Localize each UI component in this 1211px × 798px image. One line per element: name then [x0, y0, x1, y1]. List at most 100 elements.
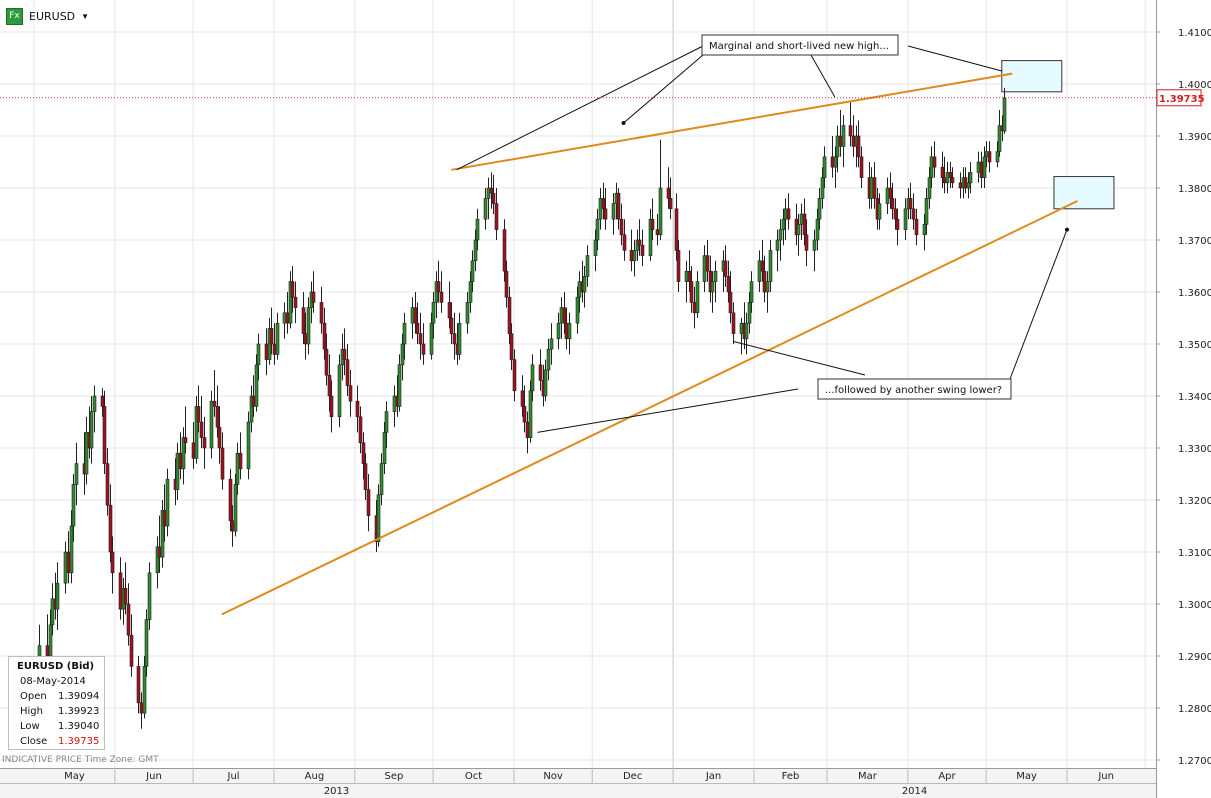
candle-body	[228, 478, 233, 522]
candle-body	[342, 348, 347, 360]
month-label: Dec	[623, 771, 642, 782]
candle-body	[66, 551, 71, 574]
y-tick-label: 1.40000	[1178, 80, 1211, 91]
candle-body	[525, 421, 530, 438]
candle-body	[650, 218, 655, 230]
candle-body	[129, 634, 134, 667]
candle-body	[929, 156, 934, 178]
candle-body	[966, 182, 971, 189]
fx-icon: Fx	[6, 7, 23, 25]
price-axis: 1.41000 1.40000 1.39000 1.38000 1.37000 1.360…	[1156, 0, 1211, 798]
candle-body	[429, 322, 434, 355]
candle-body	[689, 281, 694, 303]
candle-body	[489, 187, 494, 194]
candle-body	[269, 328, 274, 345]
axis-background	[1156, 0, 1211, 798]
candle-body	[817, 198, 822, 220]
candle-body	[549, 338, 554, 350]
candle-body	[139, 702, 144, 714]
candle-body	[108, 504, 113, 553]
candle-body	[50, 598, 55, 626]
candle-body	[538, 364, 543, 381]
month-label: Jun	[1097, 771, 1114, 782]
candle-body	[598, 198, 603, 220]
symbol-label[interactable]: EURUSD	[29, 9, 76, 23]
month-label: Feb	[782, 771, 800, 782]
close-label: Close	[20, 736, 48, 747]
candle-body	[815, 218, 820, 241]
candle-body	[987, 151, 992, 163]
ohlc-info-panel: EURUSD (Bid) 08-May-2014 Open 1.39094 Hi…	[8, 656, 105, 750]
candle-body	[676, 250, 681, 282]
y-tick-label: 1.28000	[1178, 704, 1211, 715]
candle-body	[616, 192, 621, 220]
candle-body	[306, 307, 311, 345]
y-tick-label: 1.29000	[1178, 652, 1211, 663]
candle-body	[421, 343, 426, 355]
y-tick-label: 1.33000	[1178, 444, 1211, 455]
info-date: 08-May-2014	[20, 676, 86, 687]
candle-body	[502, 229, 507, 272]
candle-body	[562, 307, 567, 324]
candle-body	[251, 395, 256, 407]
candle-body	[830, 156, 835, 168]
candle-body	[728, 291, 733, 314]
candle-body	[674, 208, 679, 251]
candle-body	[888, 187, 893, 199]
candle-body	[997, 125, 1002, 152]
candle-body	[995, 151, 1000, 163]
candle-body	[509, 333, 514, 360]
candle-body	[869, 177, 874, 199]
month-label: Jan	[705, 771, 721, 782]
annotations: Marginal and short-lived new high... ...f…	[456, 34, 1069, 433]
candle-body	[922, 224, 927, 236]
candle-body	[183, 437, 188, 444]
candlestick-series	[35, 88, 1007, 729]
candle-body	[418, 333, 423, 345]
candle-body	[731, 312, 736, 334]
chevron-down-icon[interactable]: ▼	[81, 11, 90, 21]
candle-body	[781, 218, 786, 230]
candle-body	[932, 156, 937, 168]
candle-body	[640, 244, 645, 256]
symbol-selector[interactable]: Fx EURUSD ▼	[6, 6, 89, 26]
candle-body	[559, 307, 564, 324]
candle-body	[577, 281, 582, 298]
candle-body	[895, 218, 900, 230]
open-value: 1.39094	[58, 691, 100, 702]
candle-body	[217, 426, 222, 449]
candle-body	[447, 302, 452, 319]
candle-body	[812, 239, 817, 251]
year-label: 2013	[324, 786, 349, 797]
candle-body	[958, 182, 963, 189]
candle-body	[233, 484, 238, 532]
candle-body	[556, 322, 561, 340]
target-box	[1001, 60, 1063, 93]
candle-body	[655, 229, 660, 236]
candle-body	[822, 156, 827, 178]
candle-body	[449, 317, 454, 334]
candle-body	[585, 255, 590, 277]
candle-body	[415, 322, 420, 334]
candle-body	[924, 198, 929, 225]
annotation-leader	[623, 54, 704, 124]
candle-body	[705, 255, 710, 272]
candle-body	[319, 302, 324, 324]
candle-body	[199, 421, 204, 438]
candle-body	[264, 343, 269, 360]
candle-body	[856, 135, 861, 158]
candle-body	[303, 333, 308, 345]
candle-body	[804, 234, 809, 251]
candle-body	[230, 520, 235, 532]
y-tick-label: 1.41000	[1178, 28, 1211, 39]
candle-body	[402, 322, 407, 345]
candle-body	[838, 135, 843, 147]
candle-body	[345, 359, 350, 386]
candle-body	[726, 276, 731, 293]
month-label: Jun	[145, 771, 162, 782]
candle-body	[413, 307, 418, 324]
candle-body	[162, 510, 167, 527]
candle-body	[327, 374, 332, 397]
